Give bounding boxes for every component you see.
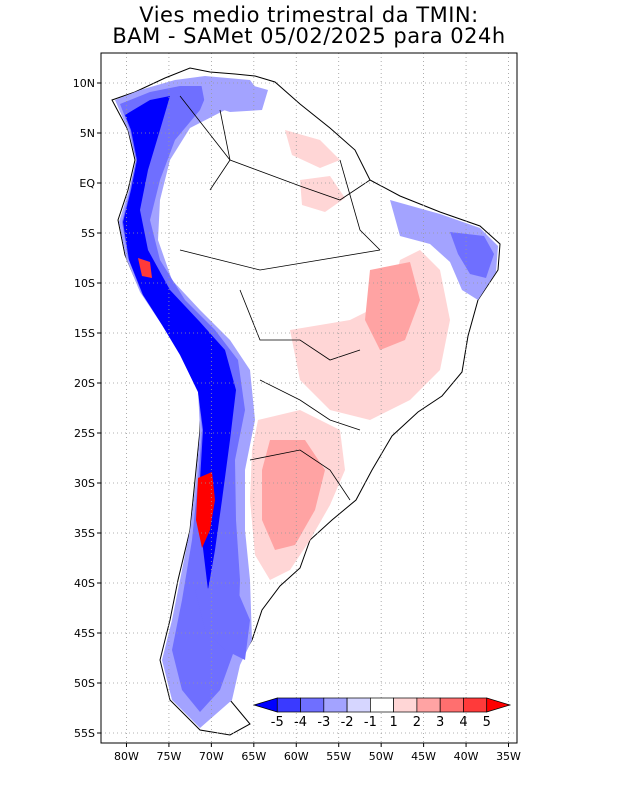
colorbar-label: 4 <box>459 715 467 730</box>
colorbar-swatch <box>276 697 301 713</box>
colorbar-swatch <box>300 697 325 713</box>
lon-tick-label: 40W <box>454 750 479 763</box>
colorbar-swatch <box>393 697 418 713</box>
warm-southern-cone-core <box>262 440 325 550</box>
warm-guianas <box>285 130 340 168</box>
colorbar-arrow-high <box>486 697 512 713</box>
lon-tick-label: 35W <box>496 750 521 763</box>
northeast-cold <box>390 200 498 300</box>
lon-tick-label: 70W <box>199 750 224 763</box>
latitude-labels: 10N 5N EQ 5S 10S 15S 20S 25S 30S 35S 40S 45S 50S 55S <box>73 77 101 740</box>
lat-tick-label: 55S <box>74 727 95 740</box>
lon-tick-label: 65W <box>241 750 266 763</box>
longitude-labels: 80W 75W 70W 65W 60W 55W 50W 45W 40W 35W <box>114 743 521 763</box>
patagonia-cold <box>195 585 250 660</box>
title-line-1: Vies medio trimestral da TMIN: <box>139 3 479 27</box>
grid-lines <box>101 53 517 743</box>
colorbar-label: -4 <box>294 715 307 730</box>
colorbar-label: 1 <box>389 715 397 730</box>
lon-tick-label: 80W <box>114 750 139 763</box>
lat-tick-label: 20S <box>74 377 95 390</box>
lat-tick-label: 10S <box>74 277 95 290</box>
warm-peru-red <box>138 258 152 278</box>
lat-tick-label: 5S <box>81 227 95 240</box>
field-layer <box>111 67 501 736</box>
colorbar-swatch <box>416 697 441 713</box>
lon-tick-label: 50W <box>369 750 394 763</box>
colorbar-swatch <box>370 697 394 713</box>
venezuela-cold <box>200 78 268 112</box>
northeast-cold-core <box>450 232 494 278</box>
lat-tick-label: EQ <box>79 177 95 190</box>
title-line-2: BAM - SAMet 05/02/2025 para 024h <box>112 24 506 48</box>
lat-tick-label: 25S <box>74 427 95 440</box>
colorbar-swatch <box>346 697 371 713</box>
lon-tick-label: 75W <box>156 750 181 763</box>
warm-brazil-core <box>365 262 420 350</box>
colorbar-swatch <box>323 697 348 713</box>
lat-tick-label: 10N <box>73 77 95 90</box>
colorbar-label: 5 <box>483 715 491 730</box>
colorbar-label: -1 <box>364 715 377 730</box>
colorbar-label: -3 <box>317 715 330 730</box>
lat-tick-label: 5N <box>80 127 95 140</box>
colorbar-swatch <box>439 697 464 713</box>
colorbar: -5 -4 -3 -2 -1 1 2 3 4 5 <box>252 697 512 730</box>
lat-tick-label: 35S <box>74 527 95 540</box>
lat-tick-label: 30S <box>74 477 95 490</box>
country-borders <box>179 95 381 501</box>
andes-cold-core <box>123 96 236 590</box>
lon-tick-label: 55W <box>326 750 351 763</box>
colorbar-label: -5 <box>271 715 284 730</box>
lat-tick-label: 40S <box>74 577 95 590</box>
warm-chile-red <box>196 472 215 548</box>
colorbar-swatch <box>463 697 488 713</box>
lat-tick-label: 15S <box>74 327 95 340</box>
lon-tick-label: 45W <box>411 750 436 763</box>
colorbar-label: 3 <box>436 715 444 730</box>
map-frame <box>100 52 518 744</box>
colorbar-arrow-low <box>252 697 278 713</box>
lon-tick-label: 60W <box>284 750 309 763</box>
lat-tick-label: 45S <box>74 627 95 640</box>
colorbar-label: -2 <box>341 715 354 730</box>
lat-tick-label: 50S <box>74 677 95 690</box>
colorbar-label: 2 <box>413 715 421 730</box>
